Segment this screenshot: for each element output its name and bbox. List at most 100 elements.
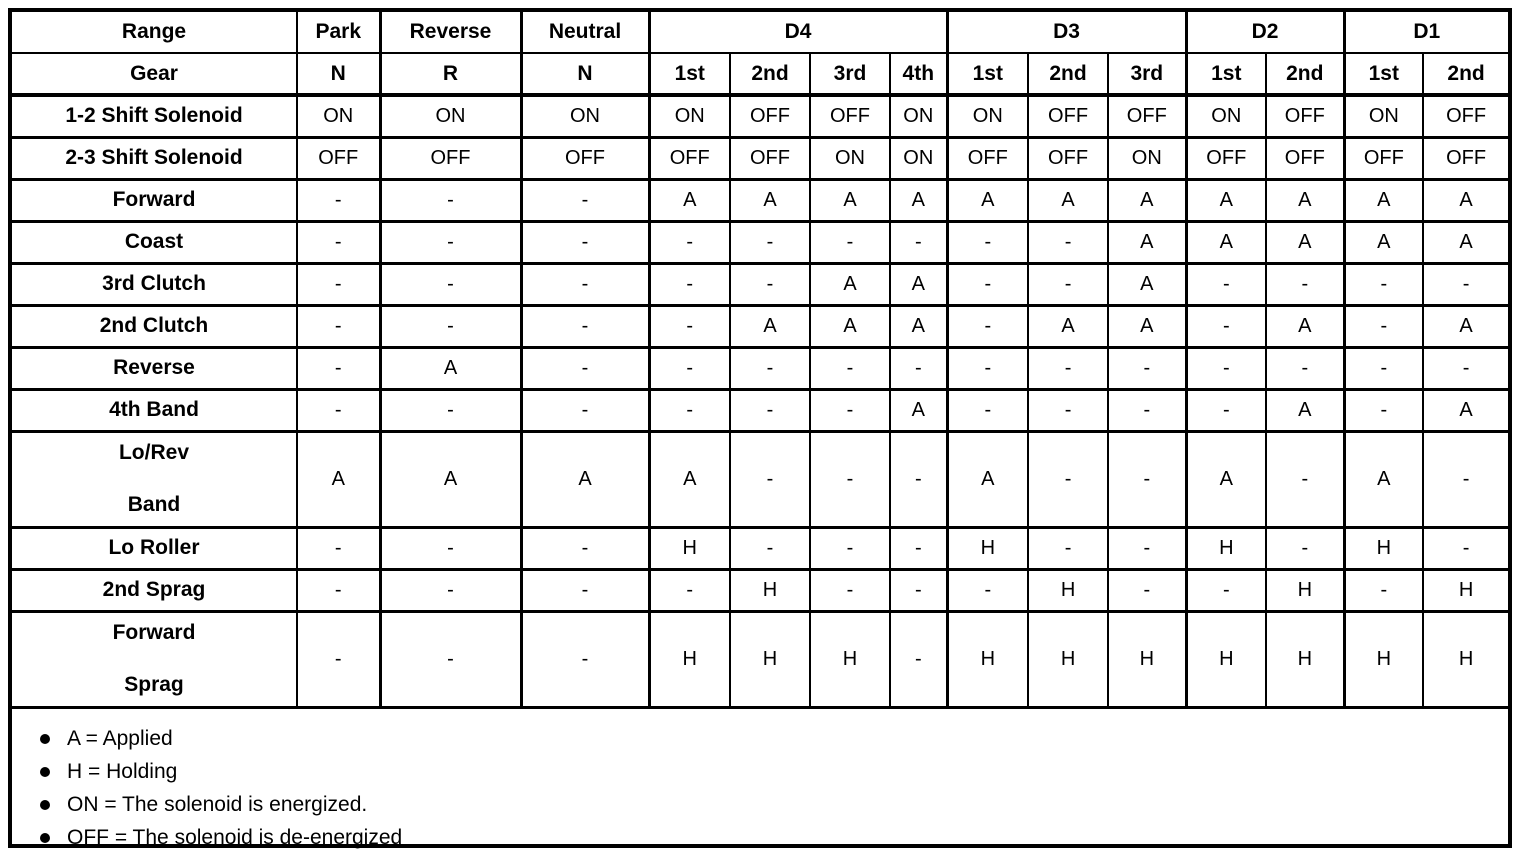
value-cell: A	[1184, 221, 1267, 265]
value-cell: -	[1107, 347, 1187, 391]
value-cell: -	[809, 431, 890, 529]
value-cell: -	[1184, 305, 1267, 349]
value-cell: -	[519, 221, 649, 265]
row-label: Coast	[12, 221, 297, 265]
value-cell: A	[647, 431, 730, 529]
value-cell: -	[1107, 389, 1187, 433]
value-cell: -	[809, 347, 890, 391]
value-cell: -	[1265, 347, 1345, 391]
header-gear-cell: 1st	[945, 53, 1029, 97]
value-cell: -	[1342, 569, 1424, 613]
row-label-line: Sprag	[124, 673, 184, 696]
value-cell: A	[729, 305, 810, 349]
value-cell: -	[378, 221, 521, 265]
value-cell: H	[1265, 569, 1345, 613]
value-cell: H	[1107, 611, 1187, 709]
row-label-lines: Lo/Rev Band	[12, 441, 296, 517]
bullet-icon	[40, 833, 50, 843]
table-row: Forward Sprag - - - H H H - H H H H H H H	[12, 611, 1509, 709]
value-cell: H	[647, 611, 730, 709]
value-cell: A	[888, 389, 948, 433]
value-cell: H	[809, 611, 890, 709]
row-label: Forward Sprag	[12, 611, 297, 709]
value-cell: -	[729, 263, 810, 307]
value-cell: A	[945, 431, 1029, 529]
value-cell: -	[1107, 527, 1187, 571]
legend-text: A = Applied	[67, 727, 173, 750]
value-cell: -	[945, 389, 1029, 433]
value-cell: H	[1342, 527, 1424, 571]
value-cell: A	[519, 431, 649, 529]
application-table: Range Park Reverse Neutral D4 D3 D2 D1 Gear N R N 1s…	[12, 12, 1509, 709]
value-cell: OFF	[1027, 95, 1109, 139]
value-cell: A	[888, 305, 948, 349]
value-cell: -	[519, 263, 649, 307]
row-label: 3rd Clutch	[12, 263, 297, 307]
value-cell: -	[809, 569, 890, 613]
row-label: Lo/Rev Band	[12, 431, 297, 529]
value-cell: A	[1265, 305, 1345, 349]
legend-text: ON = The solenoid is energized.	[67, 793, 368, 816]
value-cell: OFF	[1422, 95, 1509, 139]
value-cell: -	[945, 305, 1029, 349]
row-label-line: Forward	[112, 621, 196, 644]
header-gear-cell: R	[378, 53, 521, 97]
value-cell: -	[647, 305, 730, 349]
value-cell: H	[945, 527, 1029, 571]
value-cell: -	[1265, 263, 1345, 307]
header-gear-cell: N	[296, 53, 380, 97]
value-cell: -	[519, 305, 649, 349]
value-cell: -	[378, 389, 521, 433]
value-cell: -	[888, 527, 948, 571]
value-cell: -	[378, 179, 521, 223]
value-cell: -	[296, 389, 380, 433]
header-group-d3: D3	[945, 12, 1187, 54]
value-cell: -	[1107, 431, 1187, 529]
value-cell: A	[809, 305, 890, 349]
value-cell: -	[888, 221, 948, 265]
value-cell: H	[1342, 611, 1424, 709]
value-cell: ON	[378, 95, 521, 139]
value-cell: A	[809, 263, 890, 307]
value-cell: -	[1265, 527, 1345, 571]
value-cell: ON	[945, 95, 1029, 139]
value-cell: -	[729, 347, 810, 391]
value-cell: A	[945, 179, 1029, 223]
header-row-range: Range Park Reverse Neutral D4 D3 D2 D1	[12, 12, 1509, 54]
value-cell: ON	[1342, 95, 1424, 139]
header-gear-cell: 3rd	[1107, 53, 1187, 97]
value-cell: -	[1027, 431, 1109, 529]
value-cell: -	[809, 389, 890, 433]
value-cell: ON	[647, 95, 730, 139]
value-cell: A	[296, 431, 380, 529]
value-cell: A	[1107, 221, 1187, 265]
value-cell: -	[888, 431, 948, 529]
row-label: 4th Band	[12, 389, 297, 433]
value-cell: H	[729, 569, 810, 613]
row-label-line: Lo/Rev	[118, 441, 189, 464]
value-cell: OFF	[647, 137, 730, 181]
value-cell: A	[1107, 263, 1187, 307]
value-cell: -	[1422, 263, 1509, 307]
value-cell: -	[647, 347, 730, 391]
value-cell: OFF	[1184, 137, 1267, 181]
row-label: 2nd Sprag	[12, 569, 297, 613]
header-gear-cell: N	[519, 53, 649, 97]
row-label: Forward	[12, 179, 297, 223]
value-cell: A	[1027, 305, 1109, 349]
value-cell: A	[1184, 431, 1267, 529]
header-gear-cell: 1st	[1184, 53, 1267, 97]
header-group-neutral: Neutral	[519, 12, 649, 54]
value-cell: OFF	[519, 137, 649, 181]
value-cell: OFF	[1107, 95, 1187, 139]
row-label: Lo Roller	[12, 527, 297, 571]
value-cell: A	[1422, 179, 1509, 223]
value-cell: -	[519, 347, 649, 391]
value-cell: H	[1027, 611, 1109, 709]
value-cell: -	[647, 389, 730, 433]
value-cell: -	[1184, 569, 1267, 613]
value-cell: A	[888, 263, 948, 307]
value-cell: -	[1342, 305, 1424, 349]
value-cell: -	[945, 263, 1029, 307]
clutch-solenoid-application-chart: Range Park Reverse Neutral D4 D3 D2 D1 Gear N R N 1s…	[8, 8, 1512, 849]
